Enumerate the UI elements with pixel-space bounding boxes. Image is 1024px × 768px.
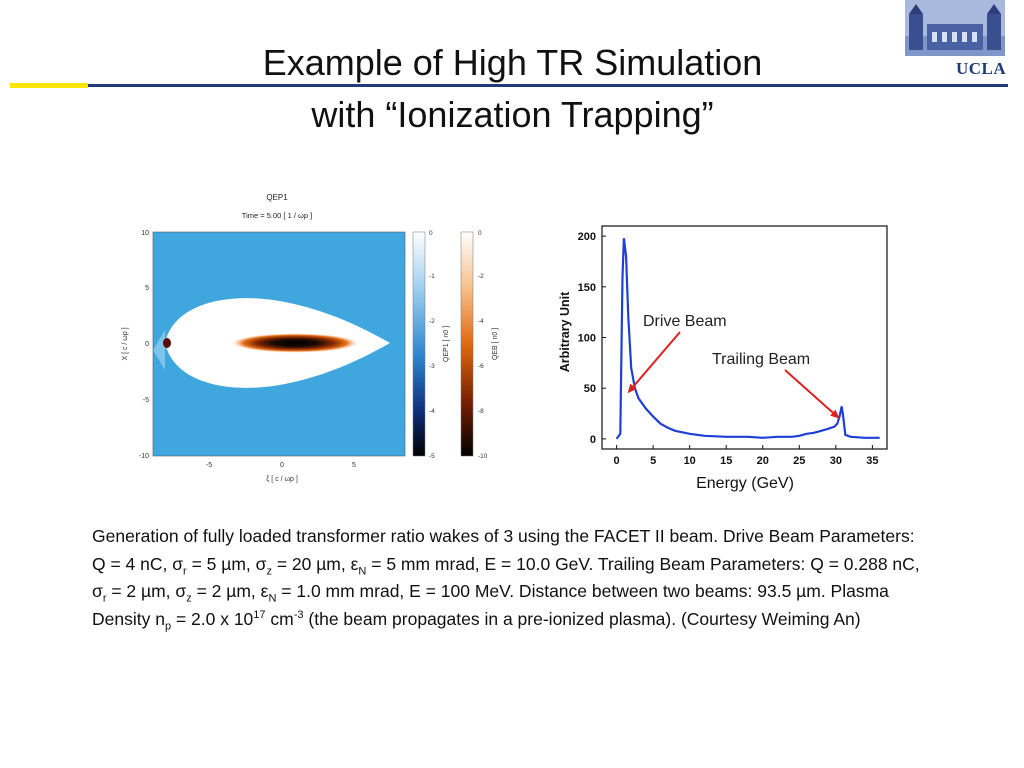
sim-ytick: -10 bbox=[139, 453, 149, 460]
figure-caption: Generation of fully loaded transformer r… bbox=[92, 523, 932, 633]
cb1-tick: -1 bbox=[429, 273, 435, 280]
sim-xlabel: ξ [ c / ωp ] bbox=[266, 476, 298, 483]
caption-subscript: z bbox=[186, 592, 192, 605]
annotation-trailing-beam: Trailing Beam bbox=[712, 351, 810, 368]
spectrum-xtick-label: 35 bbox=[866, 455, 878, 467]
arrow-drive-beam bbox=[632, 331, 681, 388]
cb1-tick: 0 bbox=[429, 230, 433, 237]
cb2-tick: -10 bbox=[478, 453, 488, 460]
title-rule-accent bbox=[10, 83, 88, 88]
ucla-wordmark: UCLA bbox=[956, 59, 1007, 78]
caption-superscript: -3 bbox=[293, 608, 304, 621]
spectrum-xlabel: Energy (GeV) bbox=[696, 475, 794, 492]
caption-text: = 2.0 x 10 bbox=[171, 608, 254, 629]
spectrum-xtick-label: 15 bbox=[720, 455, 732, 467]
spectrum-xtick-label: 0 bbox=[614, 455, 620, 467]
caption-text: = 1.0 mm mrad, E = 100 MeV. Distance bet… bbox=[92, 581, 889, 629]
sim-xtick: 0 bbox=[280, 462, 284, 469]
title-rule bbox=[88, 84, 1008, 87]
sim-plot-title: QEP1 bbox=[266, 193, 288, 202]
caption-subscript: r bbox=[183, 565, 187, 577]
sim-ytick: 0 bbox=[145, 341, 149, 348]
spectrum-ytick-label: 0 bbox=[590, 434, 596, 446]
spectrum-ytick-label: 100 bbox=[578, 333, 596, 345]
spectrum-xtick-label: 10 bbox=[684, 455, 696, 467]
colorbar-qep1 bbox=[412, 231, 426, 457]
arrowhead-trailing-beam bbox=[830, 409, 840, 419]
caption-subscript: N bbox=[268, 592, 277, 605]
ucla-royce-hall-logo bbox=[905, 0, 1005, 56]
slide-title-line1: Example of High TR Simulation bbox=[262, 42, 763, 83]
arrowhead-drive-beam bbox=[627, 383, 637, 394]
caption-subscript: z bbox=[266, 565, 272, 577]
arrow-trailing-beam bbox=[784, 369, 834, 414]
spectrum-xtick-label: 30 bbox=[830, 455, 842, 467]
spectrum-xtick-label: 25 bbox=[793, 455, 805, 467]
slide-title-line2: with “Ionization Trapping” bbox=[311, 94, 714, 135]
sim-xtick: -5 bbox=[206, 462, 212, 469]
caption-text: = 20 µm, ε bbox=[271, 553, 359, 574]
colorbar2-label: QEB [ n0 ] bbox=[492, 328, 499, 360]
caption-text: = 5 µm, σ bbox=[186, 553, 267, 574]
cb2-tick: 0 bbox=[478, 230, 482, 237]
energy-spectrum-chart: 0 50 100 150 200 0 5 10 15 20 25 30 35 Arbitrary Un… bbox=[558, 225, 888, 492]
caption-subscript: N bbox=[358, 565, 367, 577]
cb1-tick: -4 bbox=[429, 408, 435, 415]
caption-text: = 5 mm mrad, E = 10.0 GeV. Trailing Beam… bbox=[92, 553, 920, 602]
sim-ytick: 10 bbox=[141, 230, 149, 237]
spectrum-xtick-label: 20 bbox=[757, 455, 769, 467]
caption-text: = 2 µm, σ bbox=[106, 581, 187, 601]
caption-subscript: r bbox=[102, 592, 107, 605]
cb2-tick: -2 bbox=[478, 273, 484, 280]
spectrum-plot-frame bbox=[601, 225, 888, 450]
caption-text: (the beam propagates in a pre-ionized pl… bbox=[303, 608, 861, 629]
annotation-drive-beam: Drive Beam bbox=[643, 313, 727, 330]
sim-ytick: 5 bbox=[145, 285, 149, 292]
cb1-tick: -2 bbox=[429, 318, 435, 325]
spectrum-ytick-label: 200 bbox=[578, 231, 596, 243]
caption-text: Generation of fully loaded transformer r… bbox=[92, 526, 915, 574]
sim-xtick: 5 bbox=[352, 462, 356, 469]
caption-text: = 2 µm, ε bbox=[191, 581, 269, 601]
cb2-tick: -6 bbox=[478, 363, 484, 370]
simulation-density-plot: QEP1 Time = 5.00 [ 1 / ωp ] 10 5 0 -5 -1… bbox=[122, 193, 499, 483]
sim-time-label: Time = 5.00 [ 1 / ωp ] bbox=[242, 211, 312, 220]
sim-ylabel: X [ c / ωp ] bbox=[122, 327, 129, 360]
spectrum-ytick-label: 50 bbox=[584, 383, 596, 395]
caption-superscript: 17 bbox=[253, 608, 266, 621]
spectrum-series-line bbox=[615, 238, 880, 440]
cb1-tick: -5 bbox=[429, 453, 435, 460]
spectrum-ylabel: Arbitrary Unit bbox=[558, 291, 572, 372]
caption-subscript: p bbox=[164, 620, 172, 632]
spectrum-ytick-label: 150 bbox=[578, 282, 596, 294]
cb2-tick: -8 bbox=[478, 408, 484, 415]
colorbar1-label: QEP1 [ n0 ] bbox=[443, 326, 450, 362]
colorbar-qeb bbox=[460, 231, 474, 457]
cb2-tick: -4 bbox=[478, 318, 484, 325]
spectrum-xtick-label: 5 bbox=[650, 455, 656, 467]
caption-text: cm bbox=[265, 608, 294, 629]
sim-ytick: -5 bbox=[143, 397, 149, 404]
cb1-tick: -3 bbox=[429, 363, 435, 370]
